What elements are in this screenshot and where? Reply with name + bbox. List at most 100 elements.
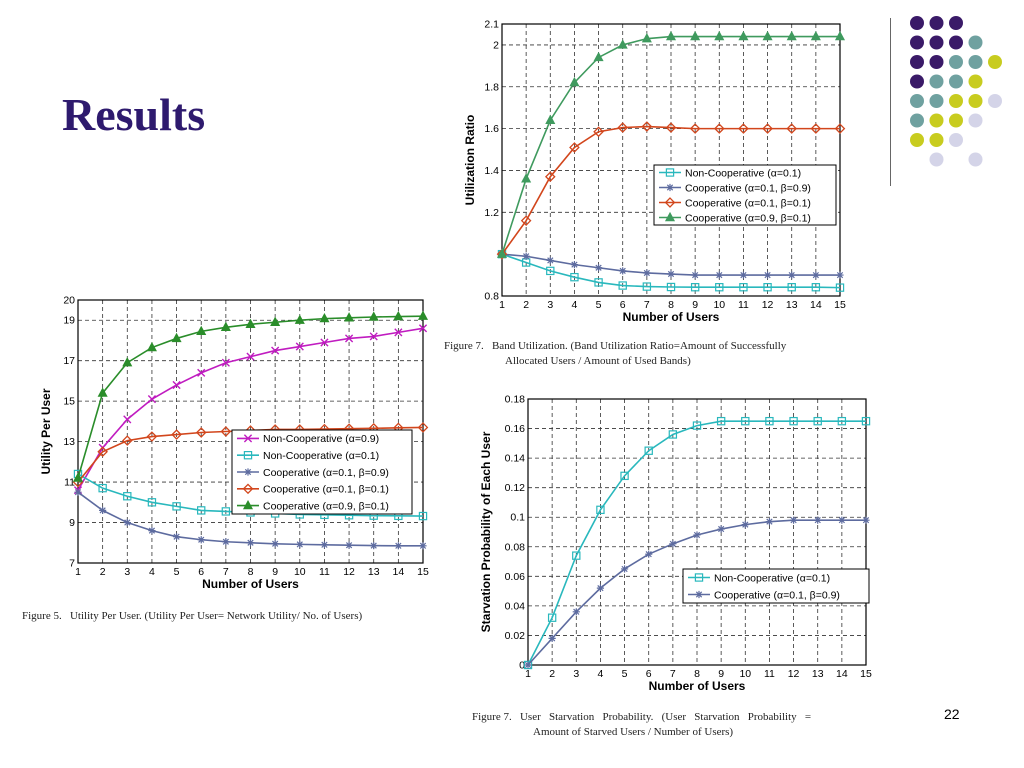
data-point-diamond	[97, 446, 108, 458]
figure-7b-caption-line-2: Amount of Starved Users / Number of User…	[533, 726, 734, 738]
slide-title: Results	[62, 89, 206, 140]
data-point-asterisk	[739, 271, 748, 279]
data-point-x	[418, 324, 428, 333]
data-point-diamond	[496, 248, 508, 260]
data-point-triangle	[834, 30, 846, 41]
data-point-triangle	[714, 30, 725, 41]
decorative-dot	[910, 74, 924, 89]
y-tick-label: 0.08	[505, 541, 526, 553]
data-point-asterisk	[862, 516, 870, 524]
y-tick-label: 19	[63, 315, 75, 327]
decorative-dot	[968, 113, 983, 128]
data-point-square	[197, 506, 206, 515]
data-point-x	[295, 342, 304, 351]
legend-entry-label: Cooperative (α=0.1, β=0.1)	[263, 484, 389, 496]
data-point-asterisk	[666, 183, 674, 192]
data-point-diamond	[520, 215, 532, 226]
decorative-dot	[910, 55, 924, 69]
x-tick-label: 5	[596, 299, 602, 311]
legend-entry-label: Cooperative (α=0.9, β=0.1)	[263, 500, 389, 512]
decorative-dot	[929, 55, 944, 69]
data-point-square	[594, 278, 603, 287]
figure-7a-caption-line-2: Allocated Users / Amount of Used Bands)	[505, 355, 691, 367]
data-point-triangle	[738, 30, 749, 41]
data-point-square	[763, 283, 772, 292]
data-point-diamond	[834, 123, 846, 134]
data-point-asterisk	[669, 540, 677, 548]
data-point-triangle	[220, 321, 231, 332]
data-point-square	[739, 283, 748, 292]
data-point-triangle	[545, 114, 556, 124]
data-point-asterisk	[370, 542, 378, 550]
data-point-triangle	[417, 310, 429, 320]
legend-entry-label: Cooperative (α=0.1, β=0.1)	[685, 197, 811, 209]
data-point-asterisk	[643, 269, 651, 277]
data-point-diamond	[810, 123, 822, 134]
x-tick-label: 7	[223, 566, 229, 578]
data-point-diamond	[665, 122, 677, 133]
x-tick-label: 5	[622, 668, 628, 680]
legend-entry-label: Non-Cooperative (α=0.1)	[714, 572, 830, 584]
data-point-triangle	[593, 51, 604, 62]
data-point-square	[596, 505, 605, 515]
y-tick-label: 11	[64, 477, 75, 489]
data-point-square	[644, 446, 653, 455]
data-point-triangle	[521, 173, 532, 183]
data-point-triangle	[72, 472, 84, 482]
y-tick-label: 0.04	[505, 600, 526, 612]
decorative-dot	[949, 35, 963, 50]
data-point-triangle	[393, 310, 404, 321]
data-point-square	[692, 421, 702, 430]
data-point-triangle	[786, 30, 797, 41]
x-tick-label: 2	[523, 299, 529, 311]
data-point-asterisk	[812, 271, 820, 279]
grid	[501, 23, 841, 297]
x-tick-label: 9	[272, 566, 278, 578]
data-point-triangle	[810, 30, 821, 41]
tick-labels: 1 2 3 4 5 6 7 8 9 10 11 12 13 14 150.81.21.41.61.822.1	[484, 19, 846, 312]
x-tick-label: 10	[713, 299, 725, 311]
decorative-dot	[968, 74, 983, 89]
data-point-diamond	[417, 422, 429, 433]
data-point-asterisk	[296, 540, 304, 548]
data-point-asterisk	[74, 488, 82, 496]
y-tick-label: 1.4	[484, 165, 499, 177]
series	[496, 30, 846, 258]
data-point-triangle	[270, 316, 281, 326]
decorative-dot	[988, 94, 1002, 108]
data-point-diamond	[617, 122, 629, 133]
figure-7b-caption-line-1: Figure 7. User Starvation Probability. (…	[472, 711, 812, 723]
legend: Non-Cooperative (α=0.1) Cooperative (α=0.…	[682, 568, 870, 604]
data-point-square	[546, 266, 555, 276]
data-point-diamond	[689, 123, 701, 134]
x-tick-label: 13	[786, 299, 798, 311]
data-point-triangle	[617, 39, 628, 49]
data-point-square	[694, 573, 704, 582]
x-tick-label: 15	[834, 299, 846, 311]
decorative-dot	[929, 35, 944, 50]
y-axis-label: Utilization Ratio	[463, 115, 477, 206]
data-point-asterisk	[838, 516, 846, 524]
data-point-asterisk	[246, 539, 255, 547]
x-axis-label: Number of Users	[623, 310, 720, 324]
data-point-diamond	[713, 123, 725, 134]
data-point-x	[320, 338, 329, 347]
x-tick-label: 9	[718, 668, 724, 680]
data-point-asterisk	[123, 518, 131, 527]
data-point-square	[642, 282, 652, 291]
data-point-square	[98, 483, 107, 493]
data-point-asterisk	[715, 271, 723, 279]
data-point-x	[271, 346, 280, 355]
data-point-square	[618, 281, 627, 290]
series	[72, 310, 429, 482]
data-point-triangle	[97, 387, 108, 397]
data-point-asterisk	[645, 550, 653, 558]
data-point-square	[716, 416, 726, 426]
data-point-square	[123, 492, 132, 501]
series	[497, 249, 845, 292]
data-point-diamond	[146, 431, 158, 442]
decorative-divider	[890, 18, 891, 186]
data-point-asterisk	[222, 538, 230, 546]
tick-labels: 1 2 3 4 5 6 7 8 9 10 11 12 13 14 1500.020.040.060.080.…	[505, 394, 872, 681]
data-point-square	[811, 283, 821, 292]
